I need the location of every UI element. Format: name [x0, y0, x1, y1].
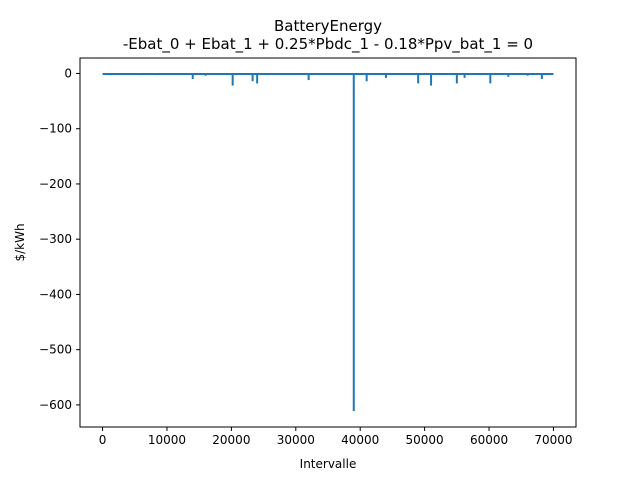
y-tick-label: −400 — [39, 287, 72, 301]
x-tick-label: 70000 — [534, 433, 572, 447]
y-tick-label: −600 — [39, 398, 72, 412]
x-tick-label: 50000 — [406, 433, 444, 447]
x-tick-label: 30000 — [277, 433, 315, 447]
series-layer — [102, 73, 554, 411]
y-axis-ticks: 0 −100 −200 −300 −400 −500 −600 — [39, 66, 80, 412]
x-tick-label: 60000 — [470, 433, 508, 447]
y-tick-label: −500 — [39, 343, 72, 357]
x-tick-label: 10000 — [148, 433, 186, 447]
x-axis-ticks: 0 10000 20000 30000 40000 50000 60000 70000 — [99, 427, 573, 447]
y-tick-label: 0 — [64, 66, 72, 80]
x-tick-label: 20000 — [212, 433, 250, 447]
x-tick-label: 0 — [99, 433, 107, 447]
y-tick-label: −300 — [39, 232, 72, 246]
y-axis-label: $/kWh — [13, 223, 27, 261]
x-tick-label: 40000 — [341, 433, 379, 447]
y-tick-label: −200 — [39, 177, 72, 191]
plot-frame — [79, 57, 577, 428]
chart-subtitle: -Ebat_0 + Ebat_1 + 0.25*Pbdc_1 - 0.18*Pp… — [123, 35, 533, 54]
chart-title: BatteryEnergy — [274, 17, 382, 35]
y-tick-label: −100 — [39, 122, 72, 136]
x-axis-label: Intervalle — [300, 457, 357, 471]
